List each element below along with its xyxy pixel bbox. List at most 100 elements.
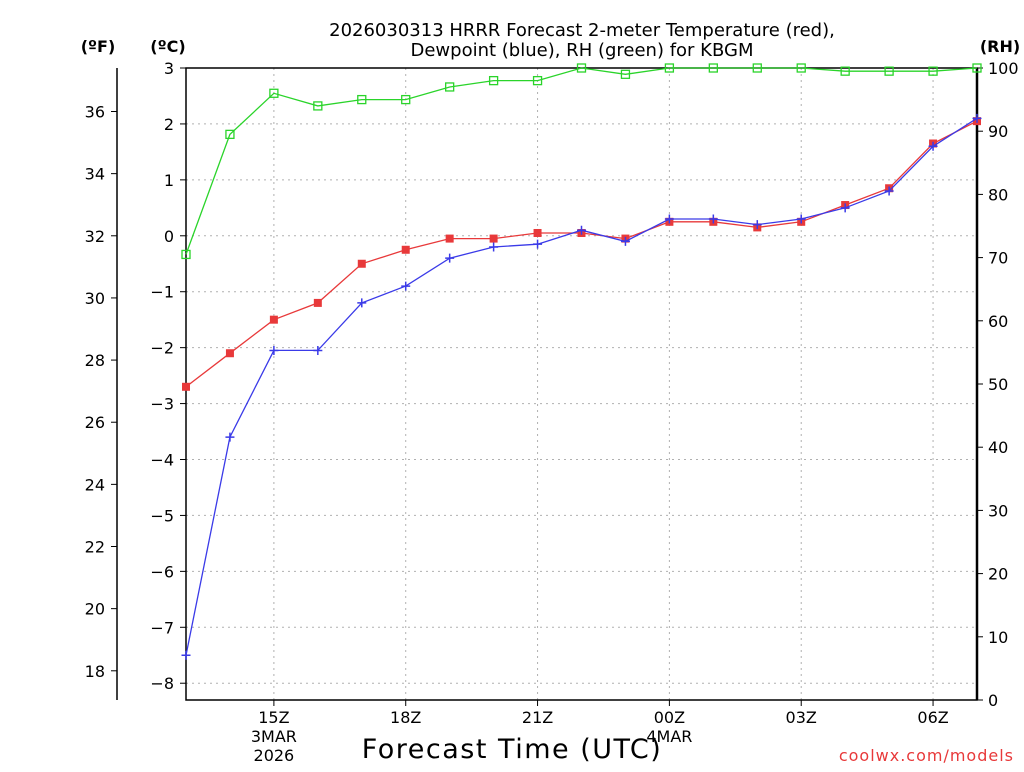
rh-marker (488, 75, 499, 86)
temperature-marker (401, 245, 410, 254)
celsius-tick-label: 2 (164, 115, 174, 134)
rh-tick-label: 60 (988, 312, 1008, 331)
dewpoint-marker (533, 239, 543, 249)
fahrenheit-tick-label: 18 (85, 662, 105, 681)
rh-tick-label: 100 (988, 59, 1019, 78)
rh-tick-label: 40 (988, 438, 1008, 457)
chart-title-line1: 2026030313 HRRR Forecast 2-meter Tempera… (329, 20, 835, 41)
rh-marker (796, 63, 806, 73)
credit-text: coolwx.com/models (839, 746, 1014, 765)
x-tick-label: 06Z (917, 708, 948, 727)
rh-tick-label: 0 (988, 691, 998, 710)
dewpoint-marker (357, 298, 367, 308)
rh-unit-label: (RH) (980, 37, 1020, 56)
celsius-tick-label: 0 (164, 227, 174, 246)
rh-marker (620, 69, 631, 79)
rh-tick-label: 90 (988, 122, 1008, 141)
fahrenheit-tick-label: 22 (85, 538, 105, 557)
rh-marker (532, 75, 543, 86)
celsius-tick-label: −1 (150, 283, 174, 302)
rh-marker (313, 101, 323, 111)
celsius-tick-label: −6 (150, 562, 174, 581)
chart-title-line2: Dewpoint (blue), RH (green) for KBGM (411, 40, 754, 61)
dewpoint-marker (884, 186, 894, 196)
rh-marker (708, 63, 718, 73)
x-tick-sublabel: 4MAR (646, 727, 692, 746)
dewpoint-marker (401, 281, 411, 291)
temperature-marker (225, 349, 234, 358)
rh-marker (269, 88, 279, 98)
dewpoint-marker (269, 345, 279, 355)
temperature-marker (357, 259, 366, 268)
celsius-tick-label: −4 (150, 451, 174, 470)
temperature-line (185, 120, 978, 388)
rh-line (185, 67, 978, 255)
rh-tick-label: 50 (988, 375, 1008, 394)
celsius-tick-label: −7 (150, 618, 174, 637)
rh-marker (576, 63, 587, 73)
x-tick-sublabel: 2026 (254, 746, 295, 765)
grid-layer (186, 67, 977, 700)
celsius-unit-label: (ºC) (150, 37, 185, 56)
x-tick-label: 03Z (786, 708, 817, 727)
rh-marker (401, 94, 411, 105)
celsius-tick-label: −5 (150, 506, 174, 525)
dewpoint-marker (313, 345, 323, 355)
celsius-tick-label: 3 (164, 59, 174, 78)
temperature-marker (445, 234, 454, 243)
fahrenheit-unit-label: (ºF) (81, 37, 116, 56)
rh-tick-label: 30 (988, 501, 1008, 520)
dewpoint-line (185, 117, 978, 656)
rh-marker (664, 63, 675, 73)
x-tick-label: 15Z (258, 708, 289, 727)
rh-marker (840, 66, 850, 76)
temperature-marker (182, 382, 190, 391)
x-tick-label: 21Z (522, 708, 553, 727)
rh-marker (972, 63, 982, 73)
x-tick-label: 00Z (654, 708, 685, 727)
rh-marker (225, 129, 235, 140)
fahrenheit-tick-label: 28 (85, 351, 105, 370)
temperature-marker (533, 228, 542, 237)
fahrenheit-tick-label: 32 (85, 227, 105, 246)
rh-marker (357, 94, 367, 105)
dewpoint-marker (928, 141, 938, 151)
rh-marker (884, 66, 894, 76)
rh-marker (181, 249, 191, 260)
axis-layer: 3210−1−2−3−4−5−6−7−836343230282624222018… (85, 59, 1019, 765)
temperature-marker (489, 234, 498, 243)
celsius-tick-label: −8 (150, 674, 174, 693)
dewpoint-marker (708, 214, 718, 224)
rh-tick-label: 80 (988, 185, 1008, 204)
x-tick-sublabel: 3MAR (251, 727, 297, 746)
rh-marker (752, 63, 762, 73)
celsius-tick-label: −2 (150, 339, 174, 358)
rh-tick-label: 10 (988, 628, 1008, 647)
dewpoint-marker (752, 220, 762, 230)
rh-tick-label: 70 (988, 249, 1008, 268)
fahrenheit-tick-label: 24 (85, 475, 105, 494)
dewpoint-marker (445, 253, 455, 263)
fahrenheit-tick-label: 20 (85, 600, 105, 619)
celsius-tick-label: 1 (164, 171, 174, 190)
rh-marker (928, 66, 938, 76)
dewpoint-marker (577, 225, 586, 235)
dewpoint-marker (972, 113, 982, 123)
fahrenheit-tick-label: 34 (85, 165, 105, 184)
dewpoint-marker (489, 242, 499, 252)
celsius-tick-label: −3 (150, 395, 174, 414)
x-tick-label: 18Z (390, 708, 421, 727)
dewpoint-marker (620, 236, 630, 246)
plot-frame (185, 67, 978, 701)
dewpoint-marker (225, 432, 235, 442)
rh-tick-label: 20 (988, 565, 1008, 584)
dewpoint-marker (181, 650, 191, 660)
rh-marker (445, 82, 455, 92)
dewpoint-marker (840, 203, 850, 213)
fahrenheit-tick-label: 36 (85, 103, 105, 122)
dewpoint-marker (664, 214, 674, 224)
dewpoint-marker (796, 214, 806, 224)
fahrenheit-tick-label: 26 (85, 413, 105, 432)
temperature-marker (313, 298, 322, 307)
